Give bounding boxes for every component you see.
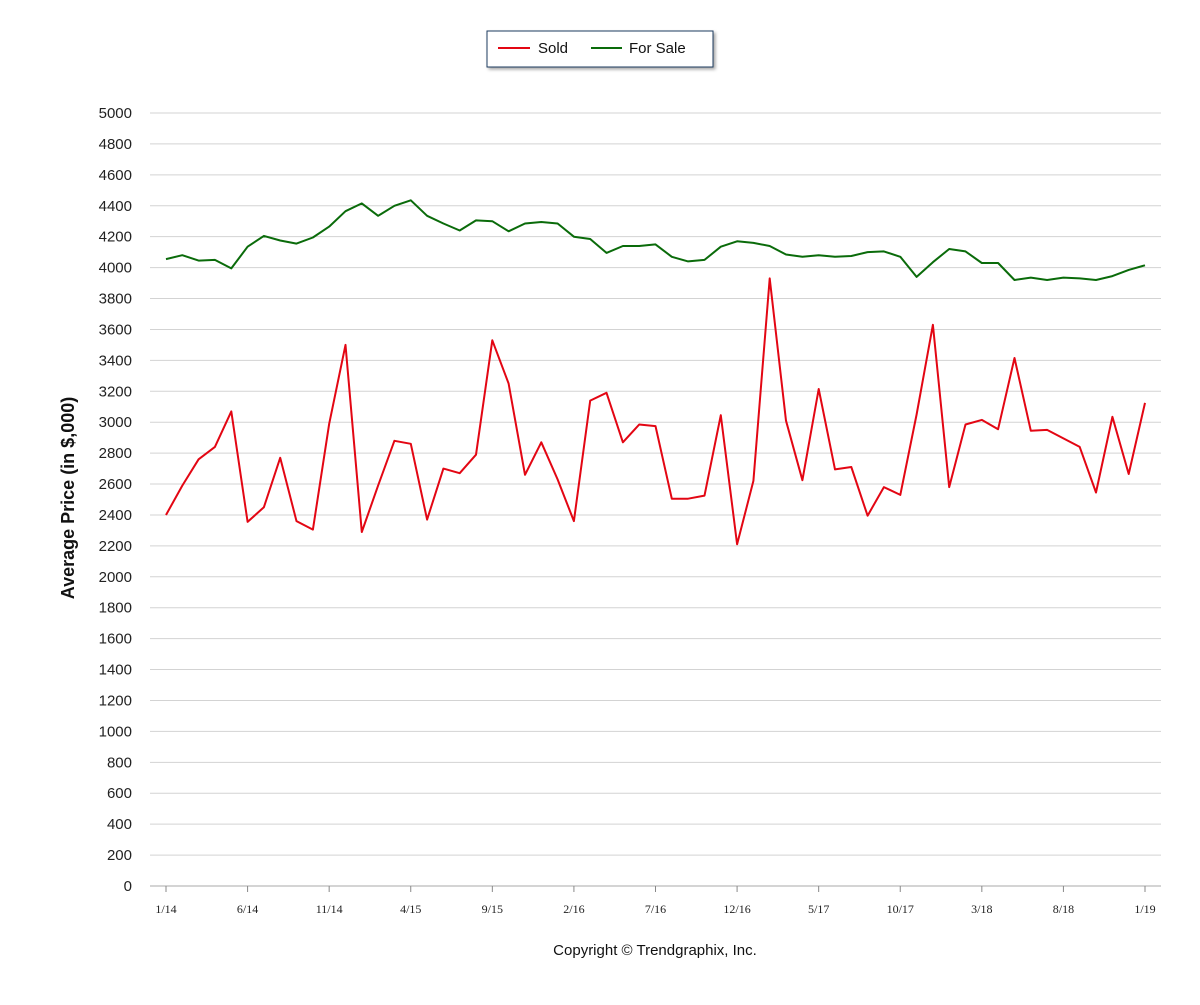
series-line-for-sale	[165, 199, 1146, 281]
y-tick-label: 3200	[99, 383, 132, 400]
legend: Sold For Sale	[486, 30, 714, 68]
series-layer	[165, 199, 1146, 546]
x-tick-label: 1/14	[155, 902, 176, 916]
x-tick-label: 11/14	[316, 902, 343, 916]
y-tick-label: 4800	[99, 136, 132, 153]
series-line-sold	[165, 277, 1146, 546]
y-tick-label: 2800	[99, 445, 132, 462]
y-axis-ticks: 0 200 400 600 800 1000 1200 1400 1600 1800 2000 220…	[99, 105, 132, 895]
x-tick-label: 1/19	[1134, 902, 1155, 916]
y-tick-label: 200	[107, 847, 132, 864]
y-tick-label: 4200	[99, 229, 132, 246]
y-tick-label: 1800	[99, 600, 132, 617]
y-tick-label: 4000	[99, 260, 132, 277]
x-tick-label: 4/15	[400, 902, 421, 916]
x-tick-label: 7/16	[645, 902, 666, 916]
y-tick-label: 4600	[99, 167, 132, 184]
y-tick-label: 600	[107, 785, 132, 802]
y-tick-label: 2600	[99, 476, 132, 493]
x-tick-label: 9/15	[482, 902, 503, 916]
y-tick-label: 1400	[99, 662, 132, 679]
y-tick-label: 2000	[99, 569, 132, 586]
legend-label-sold: Sold	[538, 40, 568, 57]
y-tick-label: 400	[107, 816, 132, 833]
legend-label-for-sale: For Sale	[629, 40, 686, 57]
y-tick-label: 3400	[99, 352, 132, 369]
x-tick-label: 3/18	[971, 902, 992, 916]
y-tick-label: 1200	[99, 692, 132, 709]
y-tick-label: 4400	[99, 198, 132, 215]
y-tick-label: 3000	[99, 414, 132, 431]
y-axis-label: Average Price (in $,000)	[58, 397, 78, 599]
grid-layer	[150, 112, 1161, 887]
x-tick-label: 8/18	[1053, 902, 1074, 916]
y-tick-label: 2400	[99, 507, 132, 524]
x-tick-label: 12/16	[723, 902, 750, 916]
y-tick-label: 1000	[99, 723, 132, 740]
x-tick-label: 6/14	[237, 902, 258, 916]
legend-item-for-sale[interactable]: For Sale	[591, 40, 686, 57]
copyright-text: Copyright © Trendgraphix, Inc.	[553, 942, 757, 959]
x-tick-label: 5/17	[808, 902, 829, 916]
y-tick-label: 800	[107, 754, 132, 771]
x-axis: 1/14 6/14 11/14 4/15 9/15 2/16 7/16 12/16 5/17 10…	[150, 885, 1161, 916]
y-tick-label: 1600	[99, 631, 132, 648]
y-tick-label: 5000	[99, 105, 132, 122]
y-tick-label: 0	[124, 878, 132, 895]
y-tick-label: 3800	[99, 291, 132, 308]
legend-item-sold[interactable]: Sold	[498, 40, 568, 57]
y-tick-label: 2200	[99, 538, 132, 555]
x-tick-label: 2/16	[563, 902, 584, 916]
x-tick-label: 10/17	[887, 902, 914, 916]
y-tick-label: 3600	[99, 321, 132, 338]
